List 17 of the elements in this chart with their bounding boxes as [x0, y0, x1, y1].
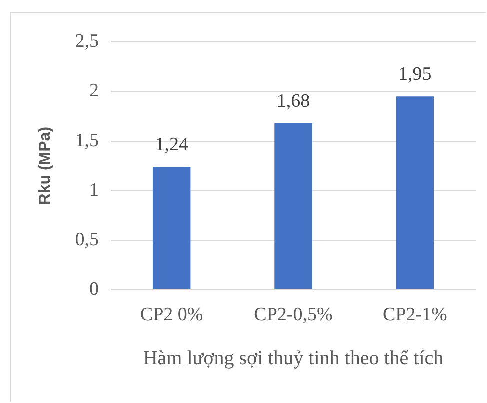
- bar: [274, 123, 312, 290]
- y-tick-label: 0,5: [75, 230, 99, 251]
- x-tick-label: CP2 0%: [140, 304, 204, 326]
- y-tick-label: 2,5: [75, 30, 99, 52]
- data-label: 1,24: [155, 134, 189, 156]
- data-label: 1,68: [276, 90, 310, 112]
- bar: [152, 167, 191, 290]
- y-tick-label: 2: [90, 80, 99, 102]
- y-tick-label: 0: [90, 279, 99, 300]
- y-tick-label: 1,5: [75, 130, 99, 152]
- y-axis-title: Rku (MPa): [37, 126, 54, 206]
- x-axis-title: Hàm lượng sợi thuỷ tinh theo thể tích: [143, 347, 444, 370]
- bar: [396, 96, 434, 290]
- x-tick-label: CP2-1%: [382, 304, 448, 326]
- x-tick-label: CP2-0,5%: [254, 304, 333, 326]
- y-tick-label: 1: [90, 180, 99, 201]
- data-label: 1,95: [398, 64, 432, 86]
